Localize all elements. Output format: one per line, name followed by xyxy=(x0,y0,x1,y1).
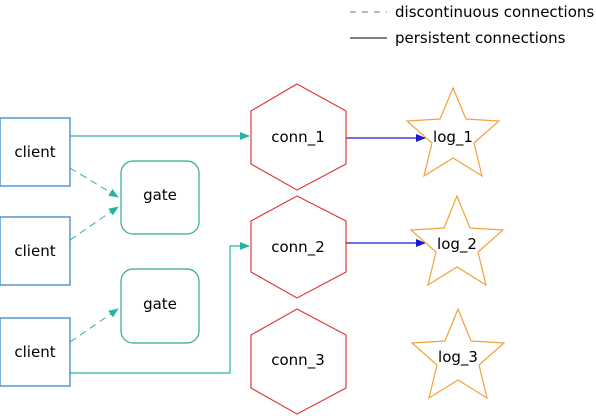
gate-box xyxy=(120,268,200,344)
legend: discontinuous connections persistent con… xyxy=(350,3,594,47)
conn-node-2: conn_2 xyxy=(250,195,347,299)
log-node-1: log_1 xyxy=(405,86,501,178)
conn-label: conn_2 xyxy=(271,238,324,257)
solid-edges xyxy=(70,132,426,374)
log-node-3: log_3 xyxy=(410,307,506,400)
client-label: client xyxy=(14,343,55,361)
gate-label: gate xyxy=(143,186,177,204)
log-star xyxy=(405,86,501,178)
conn-label: conn_1 xyxy=(271,128,324,147)
dashed-edges xyxy=(69,167,119,343)
legend-solid-label: persistent connections xyxy=(395,29,566,47)
log-star xyxy=(410,307,506,400)
conn-node-1: conn_1 xyxy=(250,83,347,191)
client-node-1: client xyxy=(0,117,71,187)
edge-client3-conn2 xyxy=(70,242,250,374)
edge-client1-gate1 xyxy=(69,167,119,198)
log-label: log_3 xyxy=(438,348,478,367)
client-node-3: client xyxy=(0,317,71,387)
conn-label: conn_3 xyxy=(271,351,324,370)
client-box xyxy=(0,317,71,387)
conn-node-3: conn_3 xyxy=(250,308,347,415)
conn-hexagon xyxy=(250,195,347,299)
client-box xyxy=(0,117,71,187)
gate-label: gate xyxy=(143,295,177,313)
conn-hexagon xyxy=(250,83,347,191)
gate-box xyxy=(120,160,200,235)
log-label: log_2 xyxy=(437,235,477,254)
edge-client3-gate2 xyxy=(69,308,119,343)
gate-node-1: gate xyxy=(120,160,200,235)
log-star xyxy=(409,194,505,287)
log-label: log_1 xyxy=(433,128,473,147)
client-label: client xyxy=(14,242,55,260)
client-box xyxy=(0,216,71,286)
gate-node-2: gate xyxy=(120,268,200,344)
edge-client2-gate1 xyxy=(69,206,119,241)
client-node-2: client xyxy=(0,216,71,286)
conn-hexagon xyxy=(250,308,347,415)
client-label: client xyxy=(14,143,55,161)
log-node-2: log_2 xyxy=(409,194,505,287)
legend-dashed-label: discontinuous connections xyxy=(395,3,594,21)
